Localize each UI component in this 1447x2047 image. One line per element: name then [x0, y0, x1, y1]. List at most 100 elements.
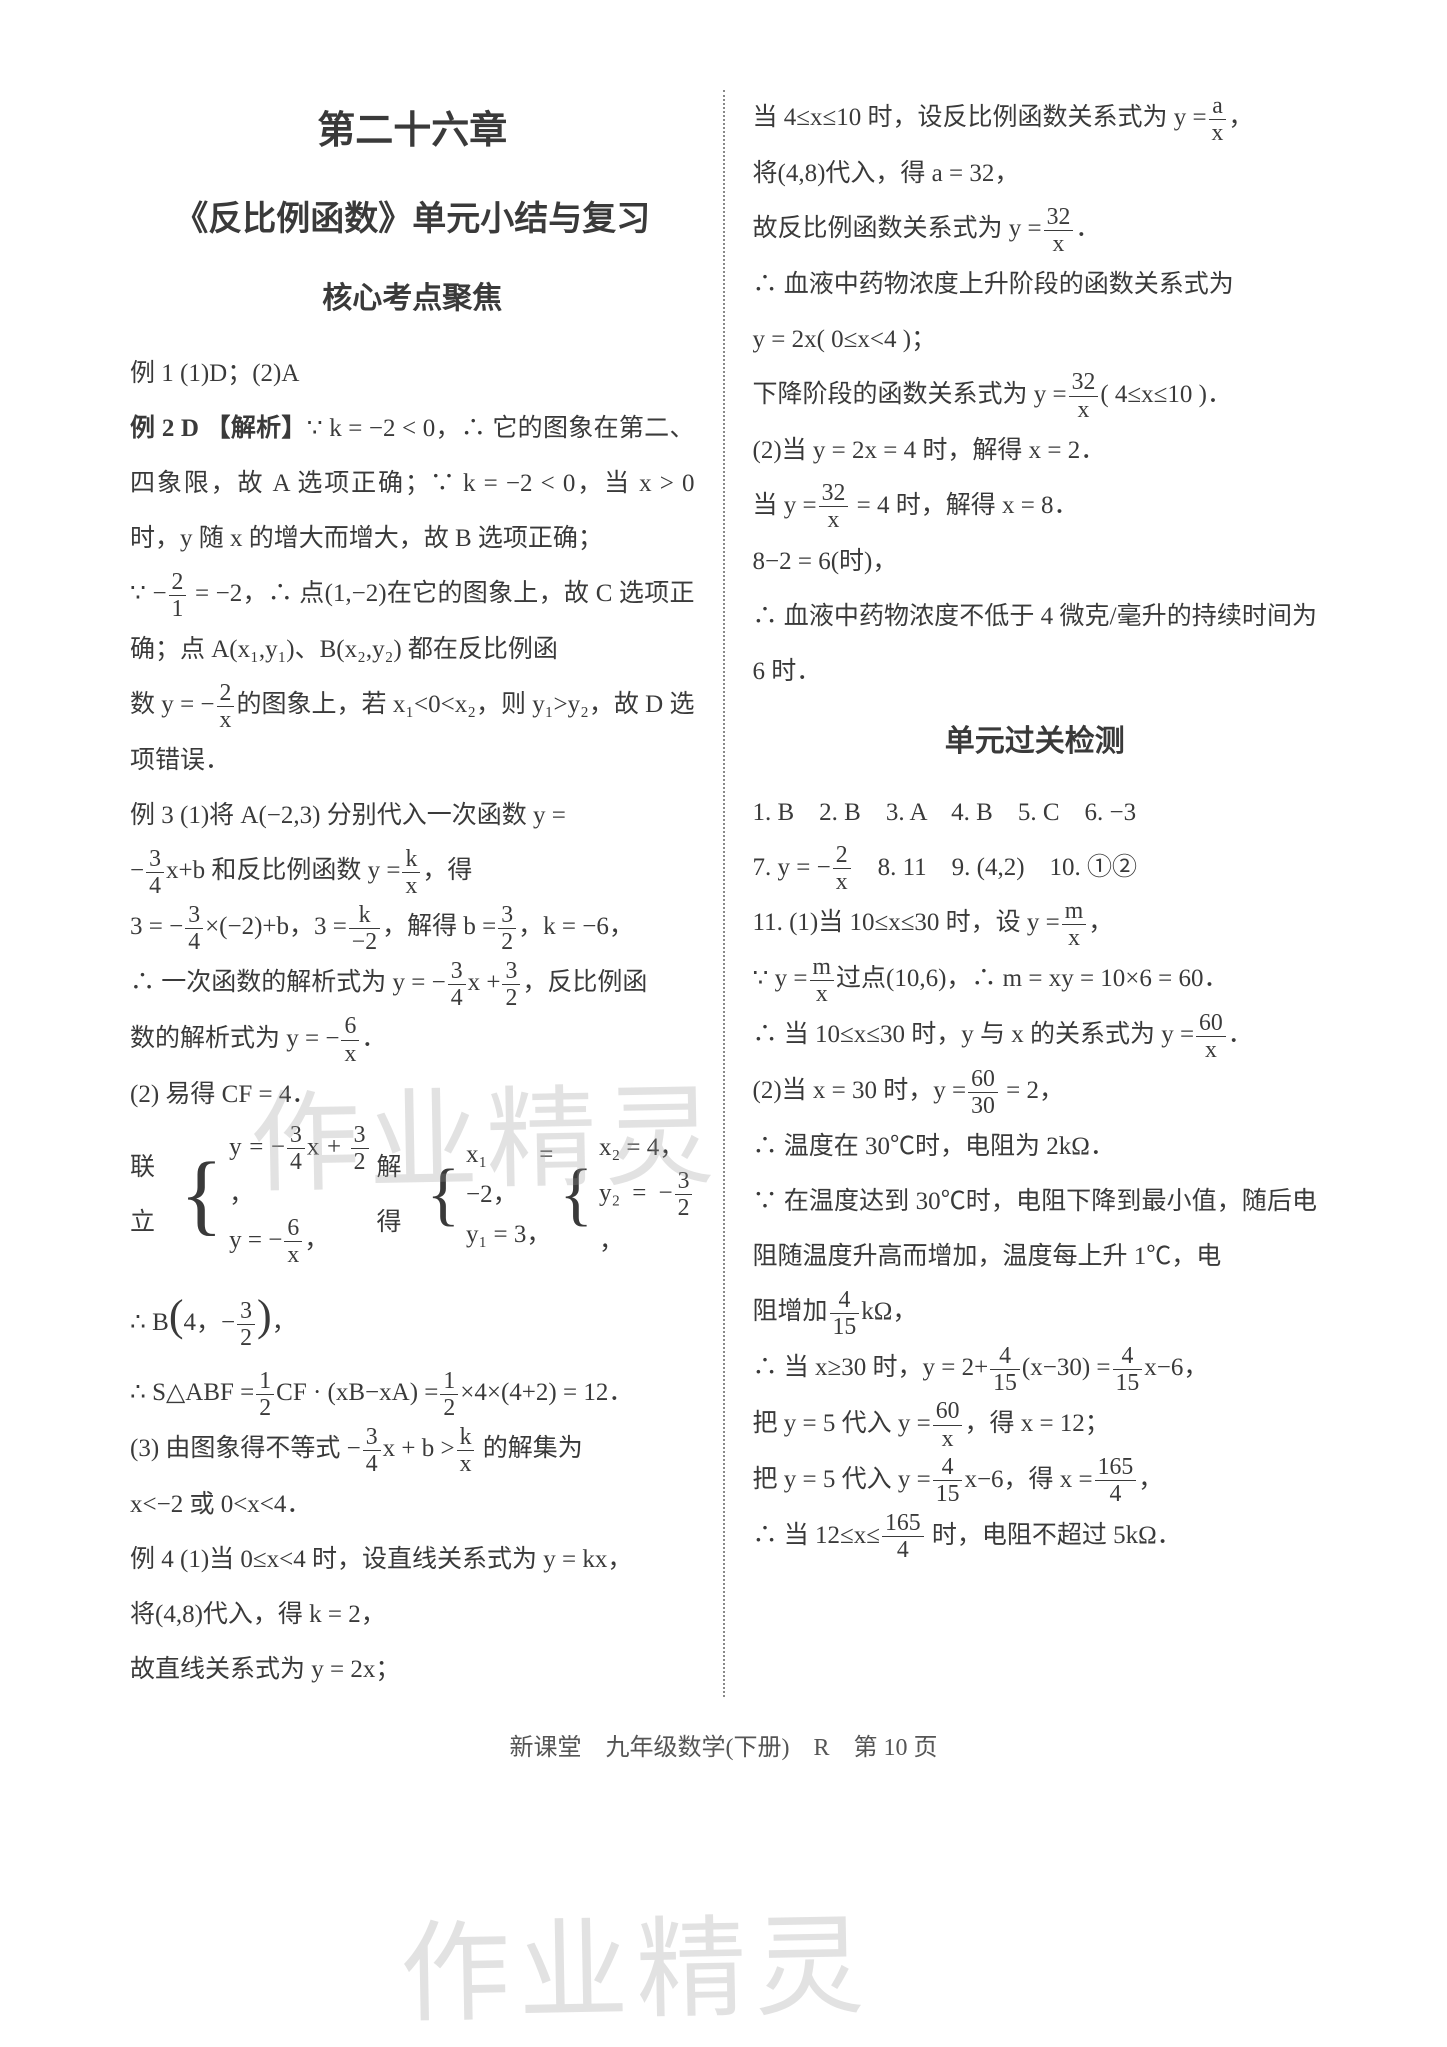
- r8: 当 y =32x = 4 时，解得 x = 8．: [753, 478, 1318, 534]
- ex3-l3-mid1: ×(−2)+b，3 =: [205, 913, 347, 940]
- B-pre: ∴ B: [130, 1309, 169, 1336]
- q11-10-post: ，: [1138, 1466, 1163, 1493]
- ex3-system: 联立 { y = −34x + 32， y = −6x， 解得 { x₁ = −…: [130, 1122, 695, 1269]
- p3-post: 的解集为: [476, 1435, 582, 1462]
- page-two-column: 第二十六章 《反比例函数》单元小结与复习 核心考点聚焦 例 1 (1)D；(2)…: [110, 90, 1337, 1697]
- q11-9: 把 y = 5 代入 y =60x，得 x = 12；: [753, 1396, 1318, 1452]
- left-column: 第二十六章 《反比例函数》单元小结与复习 核心考点聚焦 例 1 (1)D；(2)…: [110, 90, 715, 1697]
- ex3-l4-post: ，反比例函: [522, 969, 647, 996]
- r9: 8−2 = 6(时)，: [753, 534, 1318, 589]
- q11-1-pre: 11. (1)当 10≤x≤30 时，设 y =: [753, 909, 1060, 936]
- t7-pre: 7. y = −: [753, 854, 831, 881]
- q11-4: (2)当 x = 30 时，y =6030 = 2，: [753, 1063, 1318, 1119]
- ex2-frac-post: = −2，∴ 点(1,−2)在它的图象上，故 C 选项正确；点 A(x₁,y₁)…: [130, 580, 695, 663]
- area-post: ×4×(4+2) = 12．: [460, 1379, 633, 1406]
- frac-k-neg2: k−2: [349, 902, 380, 955]
- q11-7-post: kΩ，: [861, 1298, 917, 1325]
- frac-2-1: 21: [169, 569, 187, 622]
- ex3-l3-pre: 3 = −: [130, 913, 183, 940]
- q11-9-pre: 把 y = 5 代入 y =: [753, 1410, 931, 1437]
- ex3-l3-post: ，k = −6，: [518, 913, 634, 940]
- r7: (2)当 y = 2x = 4 时，解得 x = 2．: [753, 423, 1318, 478]
- q11-2-pre: ∵ y =: [753, 965, 808, 992]
- frac-3-4-b: 34: [185, 902, 203, 955]
- r6-pre: 下降阶段的函数关系式为 y =: [753, 381, 1067, 408]
- q11-3-pre: ∴ 当 10≤x≤30 时，y 与 x 的关系式为 y =: [753, 1021, 1195, 1048]
- q11-3: ∴ 当 10≤x≤30 时，y 与 x 的关系式为 y =60x．: [753, 1007, 1318, 1063]
- q11-8-post: x−6，: [1144, 1354, 1208, 1381]
- area-mid: CF · (xB−xA) =: [276, 1379, 438, 1406]
- example-1: 例 1 (1)D；(2)A: [130, 346, 695, 401]
- section-title: 《反比例函数》单元小结与复习: [130, 182, 695, 257]
- frac-2-x: 2x: [217, 680, 235, 733]
- sub-title-2: 单元过关检测: [753, 709, 1318, 775]
- test-answers-2: 7. y = −2x 8. 11 9. (4,2) 10. ①②: [753, 840, 1318, 896]
- ex3-part3: (3) 由图象得不等式 −34x + b >kx 的解集为: [130, 1421, 695, 1477]
- ex3-l3-mid2: ，解得 b =: [382, 913, 496, 940]
- r3-post: ．: [1075, 215, 1100, 242]
- ex3-l5-pre: 数的解析式为 y = −: [130, 1025, 339, 1052]
- q11-2: ∵ y =mx过点(10,6)，∴ m = xy = 10×6 = 60．: [753, 951, 1318, 1007]
- t7-post: 8. 11 9. (4,2) 10. ①②: [853, 854, 1137, 881]
- frac-3-4-c: 34: [448, 958, 466, 1011]
- sys-label: 联立: [130, 1140, 174, 1250]
- ex3-l4-pre: ∴ 一次函数的解析式为 y = −: [130, 969, 446, 996]
- page-footer: 新课堂 九年级数学(下册) R 第 10 页: [110, 1727, 1337, 1762]
- r6-post: ( 4≤x≤10 )．: [1100, 381, 1232, 408]
- frac-k-x: kx: [402, 846, 420, 899]
- r10: ∴ 血液中药物浓度不低于 4 微克/毫升的持续时间为 6 时．: [753, 589, 1318, 699]
- ex4-line-1: 例 4 (1)当 0≤x<4 时，设直线关系式为 y = kx，: [130, 1532, 695, 1587]
- ex3-l2-mid: x+b 和反比例函数 y =: [166, 857, 400, 884]
- watermark-2: 作业精灵: [399, 1876, 874, 2044]
- sub-title-1: 核心考点聚焦: [130, 266, 695, 332]
- ex2-l3-pre: 数 y = −: [130, 691, 215, 718]
- ex4-line-3: 故直线关系式为 y = 2x；: [130, 1642, 695, 1697]
- chapter-title: 第二十六章: [130, 90, 695, 174]
- q11-8-pre: ∴ 当 x≥30 时，y = 2+: [753, 1354, 989, 1381]
- q11-4-pre: (2)当 x = 30 时，y =: [753, 1077, 967, 1104]
- p3-mid: x + b >: [383, 1435, 455, 1462]
- r3: 故反比例函数关系式为 y =32x．: [753, 201, 1318, 257]
- r1-post: ，: [1228, 104, 1253, 131]
- q11-1-post: ，: [1088, 909, 1113, 936]
- frac-3-2-a: 32: [498, 902, 516, 955]
- ex3-area: ∴ S△ABF =12CF · (xB−xA) =12×4×(4+2) = 12…: [130, 1365, 695, 1421]
- r6: 下降阶段的函数关系式为 y =32x( 4≤x≤10 )．: [753, 367, 1318, 423]
- ex3-line-3: 3 = −34×(−2)+b，3 =k−2，解得 b =32，k = −6，: [130, 899, 695, 955]
- ex3-l2-pre: −: [130, 857, 144, 884]
- q11-8-mid: (x−30) =: [1022, 1354, 1111, 1381]
- example-2: 例 2 D 【解析】∵ k = −2 < 0，∴ 它的图象在第二、四象限，故 A…: [130, 401, 695, 566]
- q11-8: ∴ 当 x≥30 时，y = 2+415(x−30) =415x−6，: [753, 1340, 1318, 1396]
- ex2-line-2: ∵ −21 = −2，∴ 点(1,−2)在它的图象上，故 C 选项正确；点 A(…: [130, 566, 695, 677]
- q11-11-pre: ∴ 当 12≤x≤: [753, 1522, 880, 1549]
- r3-pre: 故反比例函数关系式为 y =: [753, 215, 1042, 242]
- q11-10-pre: 把 y = 5 代入 y =: [753, 1466, 931, 1493]
- frac-3-2-b: 32: [502, 958, 520, 1011]
- q11-7-pre: 阻增加: [753, 1298, 828, 1325]
- r1-pre: 当 4≤x≤10 时，设反比例函数关系式为 y =: [753, 104, 1207, 131]
- q11-10-mid: x−6，得 x =: [964, 1466, 1092, 1493]
- q11-9-post: ，得 x = 12；: [964, 1410, 1109, 1437]
- r8-post: = 4 时，解得 x = 8．: [850, 492, 1078, 519]
- right-column: 当 4≤x≤10 时，设反比例函数关系式为 y =ax， 将(4,8)代入，得 …: [733, 90, 1338, 1697]
- ex3-B: ∴ B(4，−32)，: [130, 1268, 695, 1365]
- q11-10: 把 y = 5 代入 y =415x−6，得 x =1654，: [753, 1452, 1318, 1508]
- ex3-part3-ans: x<−2 或 0<x<4．: [130, 1477, 695, 1532]
- ex2-head: 例 2 D 【解析】: [130, 415, 307, 442]
- q11-11: ∴ 当 12≤x≤1654 时，电阻不超过 5kΩ．: [753, 1508, 1318, 1564]
- ex3-line-6: (2) 易得 CF = 4．: [130, 1067, 695, 1122]
- q11-5: ∴ 温度在 30℃时，电阻为 2kΩ．: [753, 1119, 1318, 1174]
- ex3-line-4: ∴ 一次函数的解析式为 y = −34x +32，反比例函: [130, 955, 695, 1011]
- r1: 当 4≤x≤10 时，设反比例函数关系式为 y =ax，: [753, 90, 1318, 146]
- q11-6: ∵ 在温度达到 30℃时，电阻下降到最小值，随后电阻随温度升高而增加，温度每上升…: [753, 1174, 1318, 1284]
- q11-7: 阻增加415kΩ，: [753, 1284, 1318, 1340]
- ex3-line-2: −34x+b 和反比例函数 y =kx，得: [130, 843, 695, 899]
- q11-11-post: 时，电阻不超过 5kΩ．: [926, 1522, 1182, 1549]
- r2: 将(4,8)代入，得 a = 32，: [753, 146, 1318, 201]
- q11-4-post: = 2，: [1000, 1077, 1064, 1104]
- area-pre: ∴ S△ABF =: [130, 1379, 254, 1406]
- ex3-l5-post: ．: [361, 1025, 386, 1052]
- q11-1: 11. (1)当 10≤x≤30 时，设 y =mx，: [753, 895, 1318, 951]
- q11-3-post: ．: [1228, 1021, 1253, 1048]
- r8-pre: 当 y =: [753, 492, 817, 519]
